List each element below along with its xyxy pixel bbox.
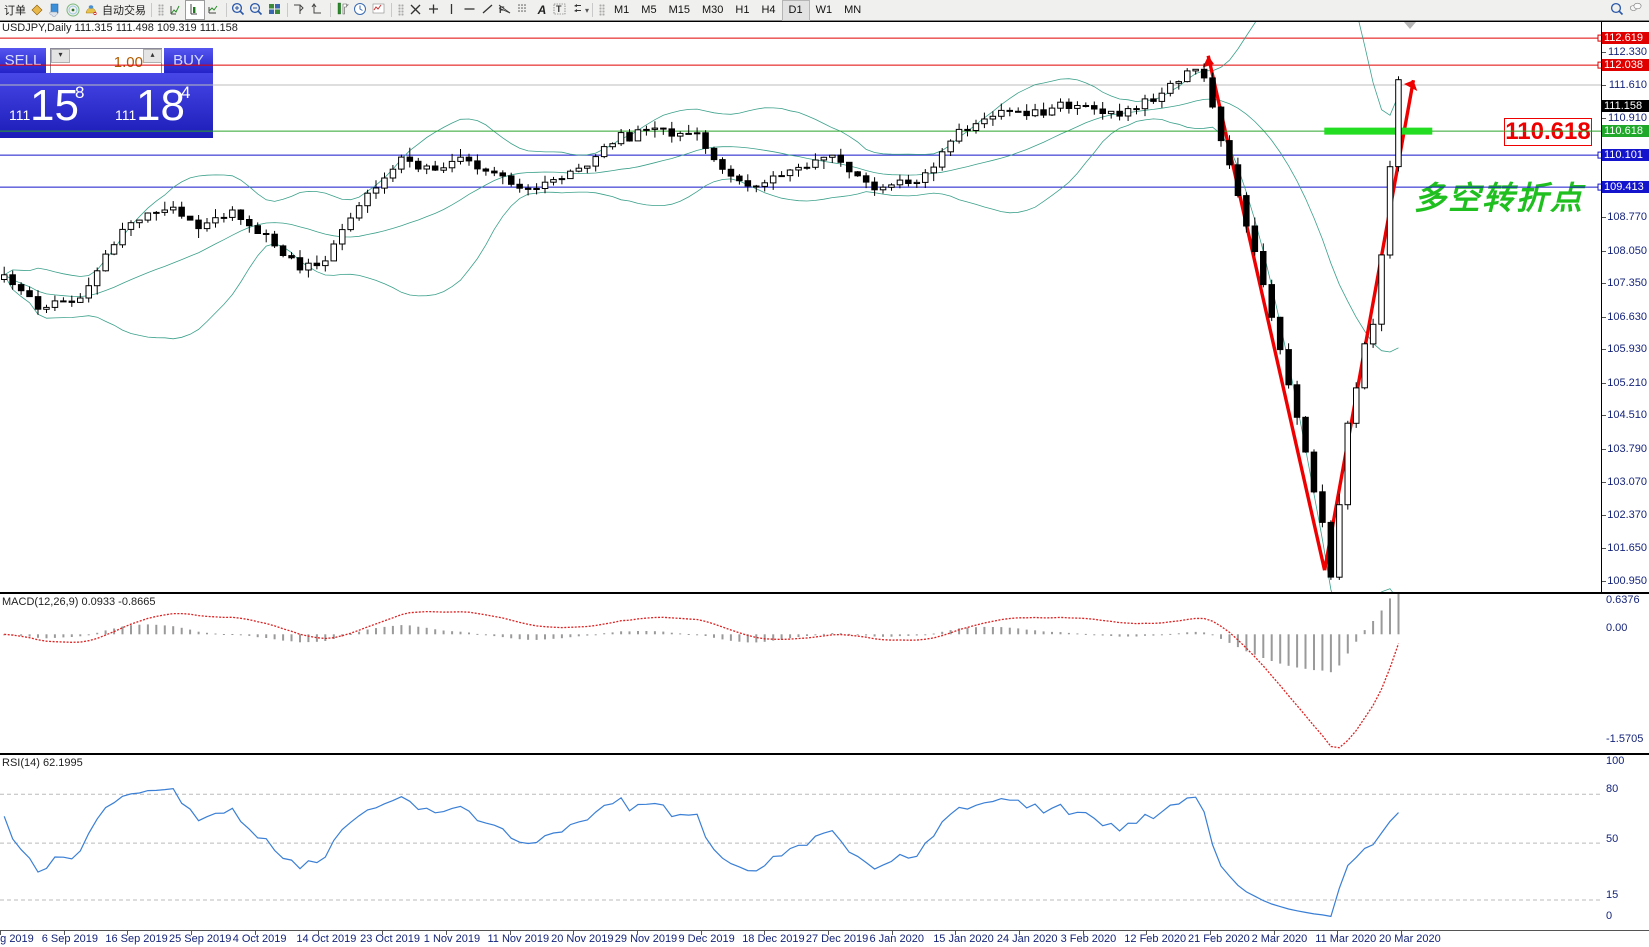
svg-text:T: T [556,4,562,14]
